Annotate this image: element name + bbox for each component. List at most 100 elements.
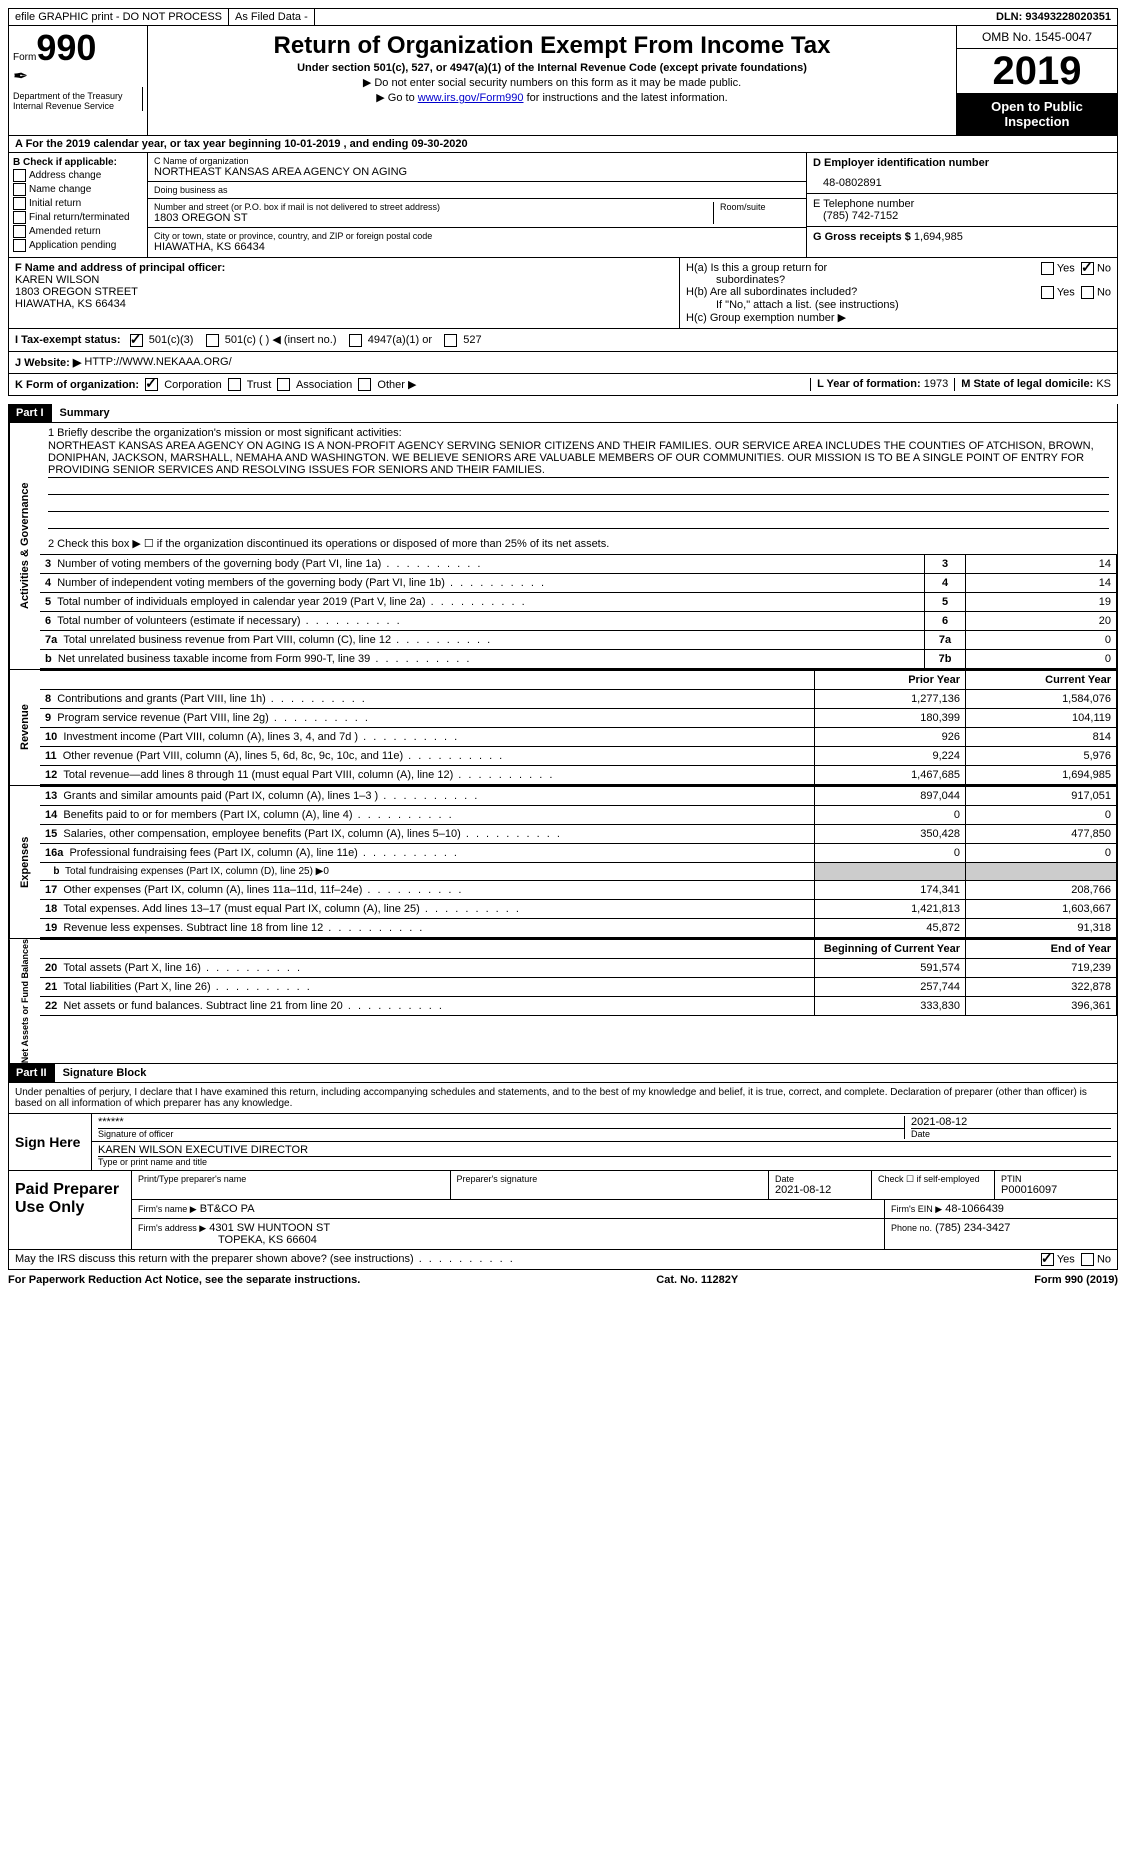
org-name-cell: C Name of organization NORTHEAST KANSAS …: [148, 153, 806, 182]
netassets-table: Beginning of Current YearEnd of Year20 T…: [40, 939, 1117, 1016]
expenses-table: 13 Grants and similar amounts paid (Part…: [40, 786, 1117, 938]
revenue-table: Prior YearCurrent Year8 Contributions an…: [40, 670, 1117, 785]
part1-title: Summary: [52, 404, 1118, 423]
room-label: Room/suite: [720, 202, 800, 212]
col-b-checkboxes: B Check if applicable: Address change Na…: [9, 153, 148, 257]
table-row: 8 Contributions and grants (Part VIII, l…: [40, 690, 1117, 709]
open-to-public: Open to Public Inspection: [957, 93, 1117, 135]
form-title: Return of Organization Exempt From Incom…: [158, 32, 946, 60]
officer-addr2: HIAWATHA, KS 66434: [15, 298, 673, 310]
part2-header: Part II Signature Block: [8, 1064, 1118, 1083]
chk-name-change[interactable]: Name change: [13, 183, 143, 196]
i-label: I Tax-exempt status:: [15, 334, 121, 346]
efile-notice: efile GRAPHIC print - DO NOT PROCESS: [9, 9, 229, 25]
chk-corporation[interactable]: [145, 378, 158, 391]
ha-no-chk[interactable]: [1081, 262, 1094, 275]
chk-initial-return[interactable]: Initial return: [13, 197, 143, 210]
firm-addr-label: Firm's address ▶: [138, 1223, 206, 1233]
chk-501c3[interactable]: [130, 334, 143, 347]
discuss-row: May the IRS discuss this return with the…: [8, 1250, 1118, 1270]
row-a-tax-year: A For the 2019 calendar year, or tax yea…: [8, 136, 1118, 153]
phone-label: Phone no.: [891, 1223, 932, 1233]
chk-amended-return[interactable]: Amended return: [13, 225, 143, 238]
table-row: 14 Benefits paid to or for members (Part…: [40, 806, 1117, 825]
irs-link[interactable]: www.irs.gov/Form990: [418, 92, 524, 104]
b-label: B Check if applicable:: [13, 157, 143, 168]
chk-final-return[interactable]: Final return/terminated: [13, 211, 143, 224]
tel-cell: E Telephone number (785) 742-7152: [807, 194, 1117, 227]
top-bar: efile GRAPHIC print - DO NOT PROCESS As …: [8, 8, 1118, 26]
dba-label: Doing business as: [154, 185, 800, 195]
table-row: 5 Total number of individuals employed i…: [40, 593, 1117, 612]
chk-527[interactable]: [444, 334, 457, 347]
firm-addr1: 4301 SW HUNTOON ST: [209, 1222, 330, 1234]
tel-label: E Telephone number: [813, 198, 1111, 210]
row-j-website: J Website: ▶ HTTP://WWW.NEKAAA.ORG/: [8, 352, 1118, 374]
ein-cell: D Employer identification number 48-0802…: [807, 153, 1117, 194]
city-label: City or town, state or province, country…: [154, 231, 800, 241]
table-row: 7a Total unrelated business revenue from…: [40, 631, 1117, 650]
part2-title: Signature Block: [55, 1064, 1118, 1083]
cat-no: Cat. No. 11282Y: [656, 1274, 738, 1286]
website-value: HTTP://WWW.NEKAAA.ORG/: [84, 356, 231, 369]
gross-label: G Gross receipts $: [813, 231, 911, 243]
officer-sig: ******: [98, 1116, 904, 1129]
form-footer: Form 990 (2019): [1034, 1274, 1118, 1286]
firm-name: BT&CO PA: [200, 1203, 255, 1215]
chk-501c[interactable]: [206, 334, 219, 347]
department-label: Department of the Treasury Internal Reve…: [13, 87, 143, 111]
section-bcd: B Check if applicable: Address change Na…: [8, 153, 1118, 258]
ha-line1: H(a) Is this a group return for: [686, 262, 827, 274]
type-name-label: Type or print name and title: [98, 1157, 1111, 1167]
ha-line2: subordinates?: [686, 274, 827, 286]
table-row: 4 Number of independent voting members o…: [40, 574, 1117, 593]
prep-date: 2021-08-12: [775, 1184, 865, 1196]
sig-date: 2021-08-12: [911, 1116, 1111, 1129]
section-netassets: Net Assets or Fund Balances Beginning of…: [8, 939, 1118, 1064]
dln: DLN: 93493228020351: [315, 9, 1117, 25]
table-row: b Total fundraising expenses (Part IX, c…: [40, 863, 1117, 881]
q1-mission: 1 Briefly describe the organization's mi…: [40, 423, 1117, 554]
f-label: F Name and address of principal officer:: [15, 262, 673, 274]
hb-yes-chk[interactable]: [1041, 286, 1054, 299]
l-year-formation: L Year of formation: 1973: [810, 378, 948, 392]
chk-other[interactable]: [358, 378, 371, 391]
mission-blank2: [48, 495, 1109, 512]
j-label: J Website: ▶: [15, 356, 81, 369]
footer: For Paperwork Reduction Act Notice, see …: [8, 1270, 1118, 1290]
tax-year: 2019: [957, 49, 1117, 93]
q2-checkbox: 2 Check this box ▶ ☐ if the organization…: [48, 537, 1109, 550]
ha-yesno: Yes No: [1041, 262, 1111, 286]
form-header: Form990 ✒ Department of the Treasury Int…: [8, 26, 1118, 136]
city-value: HIAWATHA, KS 66434: [154, 241, 800, 253]
table-row: 9 Program service revenue (Part VIII, li…: [40, 709, 1117, 728]
officer-name: KAREN WILSON: [15, 274, 673, 286]
chk-association[interactable]: [277, 378, 290, 391]
chk-4947[interactable]: [349, 334, 362, 347]
check-self-employed: Check ☐ if self-employed: [872, 1171, 995, 1199]
table-row: 17 Other expenses (Part IX, column (A), …: [40, 881, 1117, 900]
discuss-no-chk[interactable]: [1081, 1253, 1094, 1266]
org-name-label: C Name of organization: [154, 156, 800, 166]
hb-note: If "No," attach a list. (see instruction…: [686, 299, 1111, 311]
sig-date-label: Date: [911, 1129, 1111, 1139]
phone-value: (785) 234-3427: [935, 1222, 1010, 1234]
chk-application-pending[interactable]: Application pending: [13, 239, 143, 252]
hb-no-chk[interactable]: [1081, 286, 1094, 299]
h-group-return: H(a) Is this a group return for subordin…: [680, 258, 1117, 328]
ptin-label: PTIN: [1001, 1174, 1111, 1184]
discuss-yes-chk[interactable]: [1041, 1253, 1054, 1266]
header-right: OMB No. 1545-0047 2019 Open to Public In…: [956, 26, 1117, 135]
table-row: 6 Total number of volunteers (estimate i…: [40, 612, 1117, 631]
chk-trust[interactable]: [228, 378, 241, 391]
city-cell: City or town, state or province, country…: [148, 228, 806, 256]
hb-line: H(b) Are all subordinates included?: [686, 286, 857, 299]
chk-address-change[interactable]: Address change: [13, 169, 143, 182]
ein-label: D Employer identification number: [813, 157, 1111, 169]
sign-here-row: Sign Here ****** Signature of officer 20…: [9, 1114, 1117, 1170]
ha-yes-chk[interactable]: [1041, 262, 1054, 275]
preparer-grid: Print/Type preparer's name Preparer's si…: [131, 1171, 1117, 1249]
street-label: Number and street (or P.O. box if mail i…: [154, 202, 713, 212]
as-filed: As Filed Data -: [229, 9, 315, 25]
discuss-text: May the IRS discuss this return with the…: [15, 1253, 1041, 1266]
